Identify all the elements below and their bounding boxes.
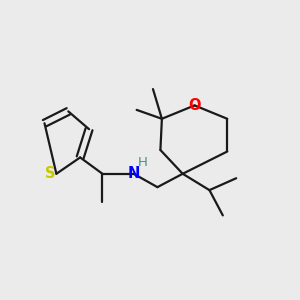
Text: O: O (188, 98, 201, 113)
Text: S: S (45, 166, 55, 181)
Text: H: H (138, 156, 148, 169)
Text: N: N (128, 166, 140, 181)
